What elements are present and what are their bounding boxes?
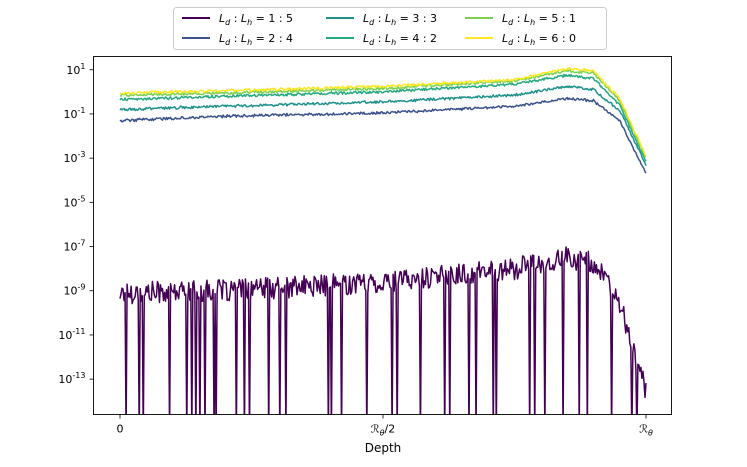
y-tick-label: 10-1 [64, 106, 86, 121]
series-line-1-5 [119, 246, 647, 415]
legend: Ld : Lh = 1 : 5 Ld : Lh = 2 : 4 Ld : Lh = … [173, 7, 607, 50]
y-tick-label: 10-9 [64, 283, 86, 298]
series-line-6-0 [119, 67, 647, 157]
series-lines [119, 67, 647, 415]
series-line-4-2 [119, 73, 647, 162]
legend-frame [173, 7, 607, 50]
y-tick-label: 10-13 [58, 371, 85, 386]
series-line-3-3 [119, 85, 647, 166]
legend-entry-label: Ld : Lh = 5 : 1 [502, 12, 576, 27]
legend-entry-label: Ld : Lh = 1 : 5 [219, 12, 293, 27]
y-tick-label: 10-3 [64, 150, 86, 165]
legend-entry-label: Ld : Lh = 4 : 2 [363, 32, 437, 47]
x-axis-label: Depth [365, 441, 402, 455]
plot-frame [93, 56, 672, 415]
x-tick-label: ℛθ/2 [371, 423, 395, 438]
x-tick-label: 0 [117, 423, 124, 436]
legend-entry-label: Ld : Lh = 3 : 3 [363, 12, 437, 27]
legend-entry-label: Ld : Lh = 6 : 0 [502, 32, 576, 47]
x-tick-label: ℛθ [639, 423, 653, 438]
y-tick-label: 10-5 [64, 194, 86, 209]
legend-entry-label: Ld : Lh = 2 : 4 [219, 32, 293, 47]
y-tick-label: 10-11 [58, 327, 85, 342]
y-tick-label: 10-7 [64, 239, 86, 254]
y-tick-label: 101 [66, 62, 85, 77]
axes: 0 ℛθ/2 ℛθ 101 10-1 10-3 10-5 10-7 10-9 10-11 10-13 [58, 62, 653, 438]
series-line-5-1 [119, 69, 647, 158]
series-line-2-4 [119, 96, 647, 174]
